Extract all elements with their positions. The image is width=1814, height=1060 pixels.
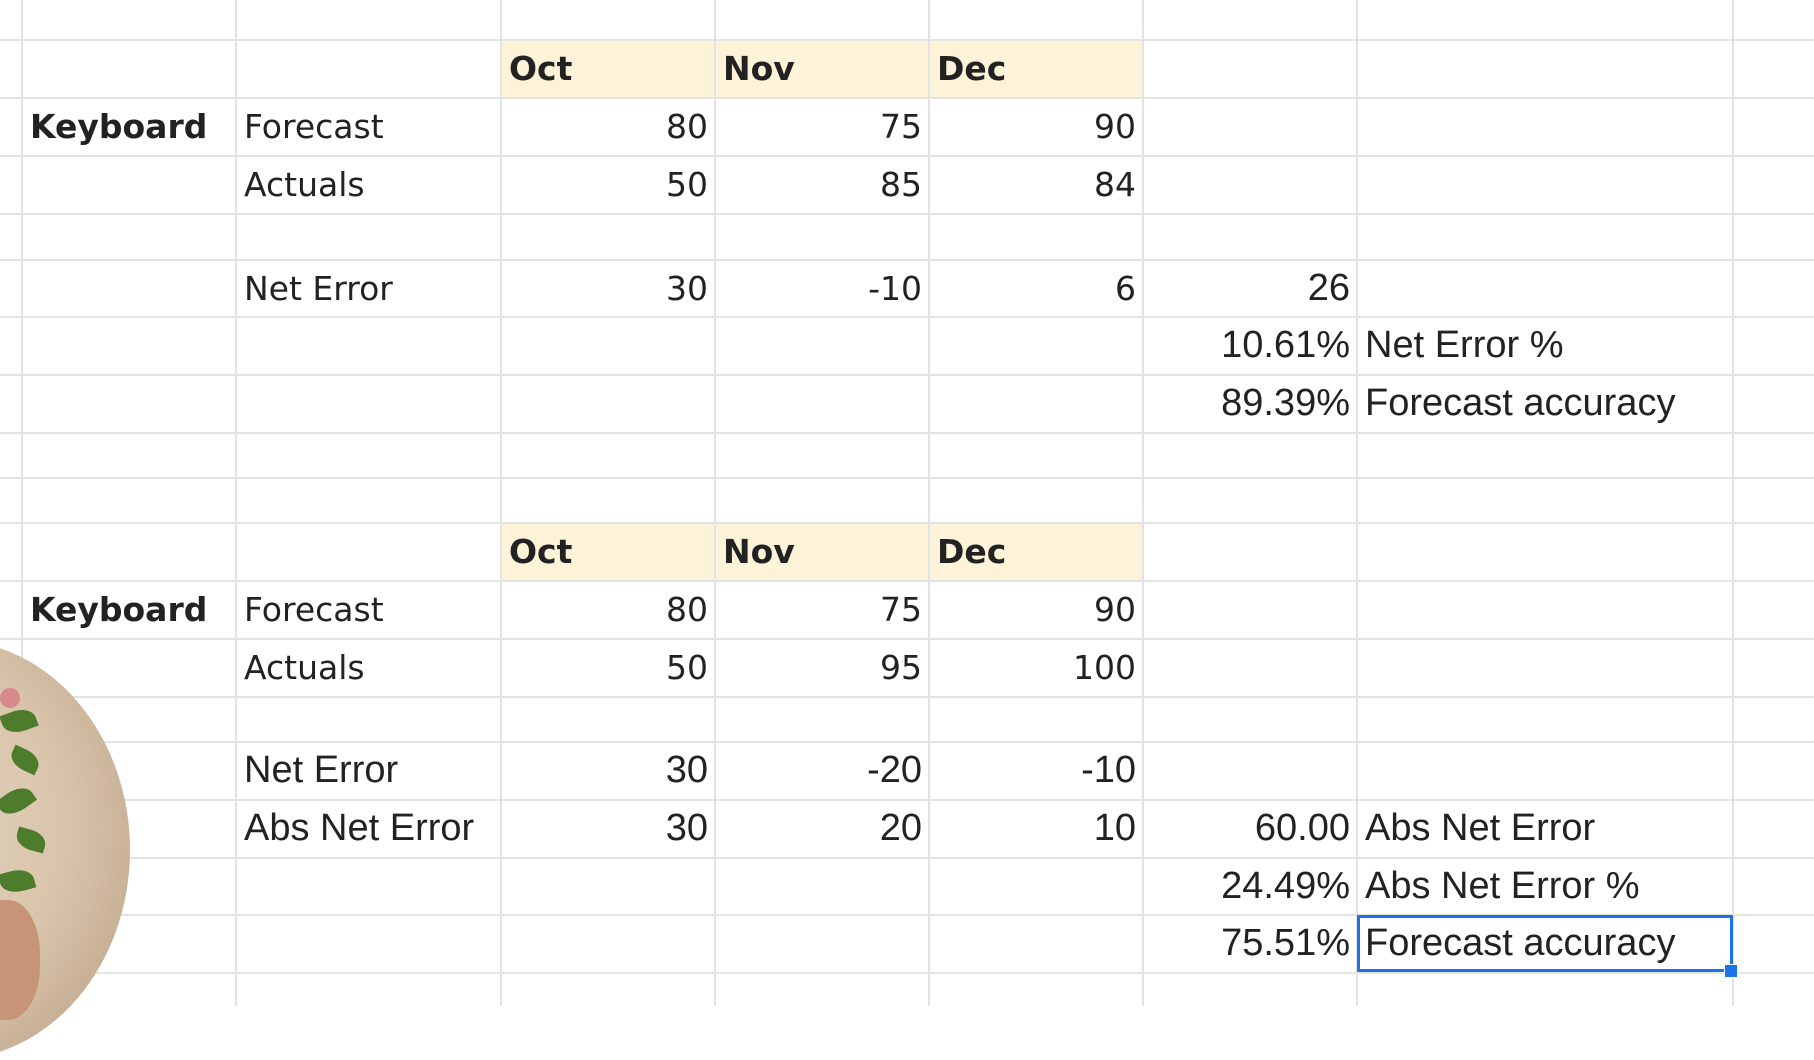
flower (0, 688, 20, 708)
table2-abs-net-error-dec[interactable]: 10 (1093, 807, 1136, 849)
table1-actuals-label[interactable]: Actuals (244, 165, 365, 204)
gridline-row (0, 39, 1814, 41)
gridline-col (1142, 0, 1144, 1006)
presenter-face (0, 900, 40, 1020)
gridline-col (1356, 0, 1358, 1006)
table2-product-label[interactable]: Keyboard (30, 590, 208, 629)
gridline-col (714, 0, 716, 1006)
table1-header-dec[interactable]: Dec (937, 49, 1007, 88)
table2-forecast-accuracy-value[interactable]: 75.51% (1221, 922, 1350, 964)
fill-handle[interactable] (1724, 964, 1738, 978)
gridline-row (0, 432, 1814, 434)
gridline-col (21, 0, 23, 1006)
gridline-row (0, 914, 1814, 916)
table2-forecast-accuracy-label[interactable]: Forecast accuracy (1365, 922, 1676, 964)
table2-net-error-oct[interactable]: 30 (665, 749, 708, 791)
table2-header-oct[interactable]: Oct (509, 532, 573, 571)
plant-leaf (0, 865, 37, 897)
gridline-row (0, 477, 1814, 479)
table2-net-error-label[interactable]: Net Error (244, 749, 399, 791)
table2-header-fill (500, 523, 1144, 580)
active-cell-selection[interactable] (1357, 915, 1733, 972)
table1-actuals-oct[interactable]: 50 (666, 165, 708, 204)
table1-forecast-oct[interactable]: 80 (666, 107, 708, 146)
table1-net-error-total[interactable]: 26 (1307, 266, 1350, 309)
table2-forecast-oct[interactable]: 80 (666, 590, 708, 629)
table1-net-error-dec[interactable]: 6 (1115, 268, 1136, 308)
spreadsheet-grid[interactable]: Oct Nov Dec Keyboard Forecast 80 75 90 A… (0, 0, 1814, 1006)
gridline-row (0, 799, 1814, 801)
gridline-col (500, 0, 502, 1006)
table2-net-error-dec[interactable]: -10 (1081, 749, 1136, 791)
table2-forecast-dec[interactable]: 90 (1094, 590, 1136, 629)
table1-net-error-label[interactable]: Net Error (244, 268, 393, 308)
table1-forecast-label[interactable]: Forecast (244, 107, 384, 146)
table1-net-error-pct-value[interactable]: 10.61% (1221, 324, 1350, 366)
table2-actuals-label[interactable]: Actuals (244, 648, 365, 687)
gridline-col (1732, 0, 1734, 1006)
table2-header-nov[interactable]: Nov (723, 532, 795, 571)
table1-net-error-pct-label[interactable]: Net Error % (1365, 324, 1564, 366)
gridline-col (235, 0, 237, 1006)
gridline-row (0, 374, 1814, 376)
table1-forecast-accuracy-label[interactable]: Forecast accuracy (1365, 382, 1676, 424)
gridline-row (0, 741, 1814, 743)
table1-net-error-oct[interactable]: 30 (666, 268, 708, 308)
gridline-row (0, 638, 1814, 640)
table2-actuals-dec[interactable]: 100 (1073, 648, 1136, 687)
gridline-row (0, 696, 1814, 698)
gridline-row (0, 522, 1814, 524)
table1-header-fill (500, 40, 1144, 97)
plant-leaf (0, 704, 39, 738)
table1-forecast-nov[interactable]: 75 (880, 107, 922, 146)
table2-actuals-oct[interactable]: 50 (666, 648, 708, 687)
table2-net-error-nov[interactable]: -20 (867, 749, 922, 791)
gridline-row (0, 972, 1814, 974)
table2-forecast-label[interactable]: Forecast (244, 590, 384, 629)
table2-abs-net-error-label[interactable]: Abs Net Error (244, 807, 475, 849)
table1-forecast-dec[interactable]: 90 (1094, 107, 1136, 146)
table1-actuals-nov[interactable]: 85 (880, 165, 922, 204)
table1-product-label[interactable]: Keyboard (30, 107, 208, 146)
gridline-row (0, 259, 1814, 261)
table1-actuals-dec[interactable]: 84 (1094, 165, 1136, 204)
gridline-row (0, 857, 1814, 859)
table1-forecast-accuracy-value[interactable]: 89.39% (1221, 382, 1350, 424)
table2-abs-net-error-pct-label[interactable]: Abs Net Error % (1365, 864, 1640, 907)
gridline-row (0, 580, 1814, 582)
table2-forecast-nov[interactable]: 75 (880, 590, 922, 629)
table2-abs-net-error-total-label[interactable]: Abs Net Error (1365, 807, 1596, 849)
table1-header-nov[interactable]: Nov (723, 49, 795, 88)
table2-header-dec[interactable]: Dec (937, 532, 1007, 571)
plant-leaf (13, 826, 49, 854)
gridline-col (928, 0, 930, 1006)
table2-abs-net-error-oct[interactable]: 30 (665, 807, 708, 849)
gridline-row (0, 155, 1814, 157)
table2-actuals-nov[interactable]: 95 (880, 648, 922, 687)
gridline-row (0, 316, 1814, 318)
table1-header-oct[interactable]: Oct (509, 49, 573, 88)
plant-leaf (7, 744, 43, 776)
gridline-row (0, 213, 1814, 215)
table2-abs-net-error-total[interactable]: 60.00 (1254, 807, 1350, 849)
gridline-row (0, 97, 1814, 99)
plant-leaf (0, 781, 38, 821)
table1-net-error-nov[interactable]: -10 (868, 268, 922, 308)
table2-abs-net-error-pct-value[interactable]: 24.49% (1221, 864, 1350, 907)
table2-abs-net-error-nov[interactable]: 20 (879, 807, 922, 849)
